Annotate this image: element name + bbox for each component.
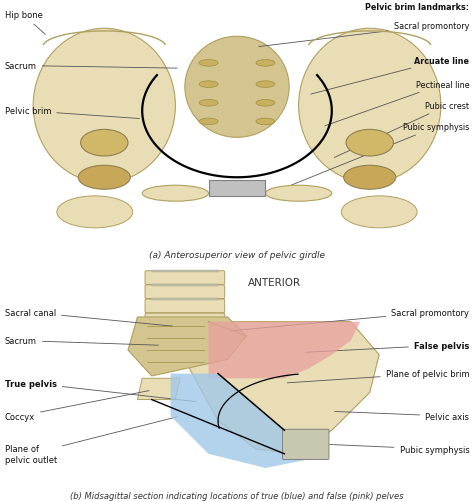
FancyBboxPatch shape <box>145 314 225 327</box>
Ellipse shape <box>346 130 393 157</box>
Ellipse shape <box>256 61 275 67</box>
Text: Sacral promontory: Sacral promontory <box>230 308 469 331</box>
Text: (b) Midsagittal section indicating locations of true (blue) and false (pink) pel: (b) Midsagittal section indicating locat… <box>70 490 404 499</box>
Text: (a) Anterosuperior view of pelvic girdle: (a) Anterosuperior view of pelvic girdle <box>149 250 325 260</box>
Bar <box>152 285 218 286</box>
Ellipse shape <box>341 196 417 228</box>
Text: ANTERIOR: ANTERIOR <box>248 277 301 287</box>
Ellipse shape <box>299 29 441 183</box>
Text: Plane of pelvic brim: Plane of pelvic brim <box>287 369 469 383</box>
Ellipse shape <box>185 37 289 138</box>
Text: Hip bone: Hip bone <box>5 12 46 36</box>
Ellipse shape <box>256 100 275 107</box>
Text: Pelvic brim landmarks:: Pelvic brim landmarks: <box>365 4 469 13</box>
Ellipse shape <box>199 100 218 107</box>
Ellipse shape <box>199 61 218 67</box>
Ellipse shape <box>33 29 175 183</box>
Ellipse shape <box>344 166 396 190</box>
Bar <box>152 270 218 272</box>
Text: Sacral canal: Sacral canal <box>5 308 173 327</box>
Ellipse shape <box>256 119 275 125</box>
Polygon shape <box>171 374 322 468</box>
Ellipse shape <box>199 119 218 125</box>
Text: Pelvic axis: Pelvic axis <box>335 412 469 421</box>
Text: Pubic symphysis: Pubic symphysis <box>287 123 469 187</box>
Ellipse shape <box>81 130 128 157</box>
Polygon shape <box>137 379 180 400</box>
Ellipse shape <box>256 82 275 88</box>
Text: Pectineal line: Pectineal line <box>325 81 469 127</box>
Text: Pubic crest: Pubic crest <box>334 102 469 158</box>
Text: Pelvic brim: Pelvic brim <box>5 107 139 119</box>
Text: Coccyx: Coccyx <box>5 391 149 421</box>
Text: Sacrum: Sacrum <box>5 336 158 346</box>
Ellipse shape <box>265 186 332 202</box>
Ellipse shape <box>78 166 130 190</box>
Text: False pelvis: False pelvis <box>306 341 469 353</box>
Ellipse shape <box>57 196 133 228</box>
Text: Pubic symphysis: Pubic symphysis <box>330 444 469 454</box>
Bar <box>152 299 218 301</box>
Ellipse shape <box>142 186 209 202</box>
Text: True pelvis: True pelvis <box>5 379 196 402</box>
FancyBboxPatch shape <box>145 271 225 285</box>
FancyBboxPatch shape <box>283 429 329 459</box>
FancyBboxPatch shape <box>145 285 225 299</box>
Polygon shape <box>190 322 379 454</box>
Bar <box>209 180 265 196</box>
Ellipse shape <box>199 82 218 88</box>
Polygon shape <box>128 317 246 376</box>
FancyBboxPatch shape <box>145 300 225 313</box>
Polygon shape <box>209 322 360 379</box>
Text: Sacral promontory: Sacral promontory <box>259 22 469 48</box>
Text: Sacrum: Sacrum <box>5 62 177 71</box>
Text: Arcuate line: Arcuate line <box>311 57 469 95</box>
Text: Plane of
pelvic outlet: Plane of pelvic outlet <box>5 417 177 463</box>
